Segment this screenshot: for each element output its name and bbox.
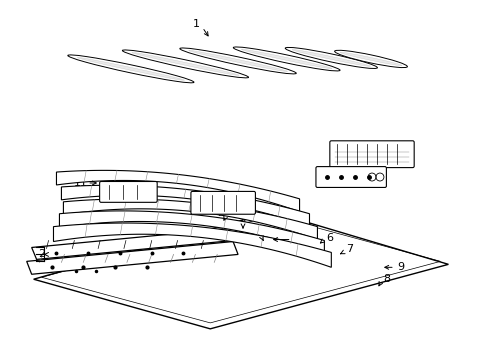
Ellipse shape: [188, 50, 287, 72]
Text: 9: 9: [396, 262, 404, 272]
Polygon shape: [53, 223, 331, 267]
Ellipse shape: [77, 57, 184, 80]
Text: 8: 8: [383, 274, 389, 284]
Text: 7: 7: [345, 244, 352, 255]
Polygon shape: [63, 199, 317, 239]
Ellipse shape: [241, 49, 331, 69]
Text: 1: 1: [192, 19, 200, 29]
Ellipse shape: [180, 48, 296, 74]
Text: 11: 11: [74, 178, 88, 188]
Polygon shape: [32, 228, 243, 260]
Polygon shape: [56, 170, 299, 212]
Text: 3: 3: [216, 208, 223, 218]
FancyBboxPatch shape: [315, 167, 386, 188]
Text: 10: 10: [290, 234, 304, 244]
FancyBboxPatch shape: [190, 192, 255, 214]
Polygon shape: [27, 242, 238, 274]
Polygon shape: [60, 211, 324, 255]
Text: 6: 6: [325, 233, 332, 243]
FancyBboxPatch shape: [100, 181, 157, 202]
Text: 2: 2: [38, 249, 45, 260]
Ellipse shape: [334, 50, 407, 68]
Ellipse shape: [132, 53, 239, 75]
Polygon shape: [61, 185, 309, 227]
Ellipse shape: [291, 50, 370, 66]
FancyBboxPatch shape: [329, 141, 413, 168]
Ellipse shape: [68, 55, 194, 83]
Ellipse shape: [233, 47, 339, 71]
Text: 5: 5: [264, 230, 271, 239]
Ellipse shape: [122, 50, 248, 78]
Text: 4: 4: [239, 217, 246, 227]
Polygon shape: [34, 212, 447, 329]
Ellipse shape: [339, 52, 401, 66]
Ellipse shape: [285, 48, 377, 68]
